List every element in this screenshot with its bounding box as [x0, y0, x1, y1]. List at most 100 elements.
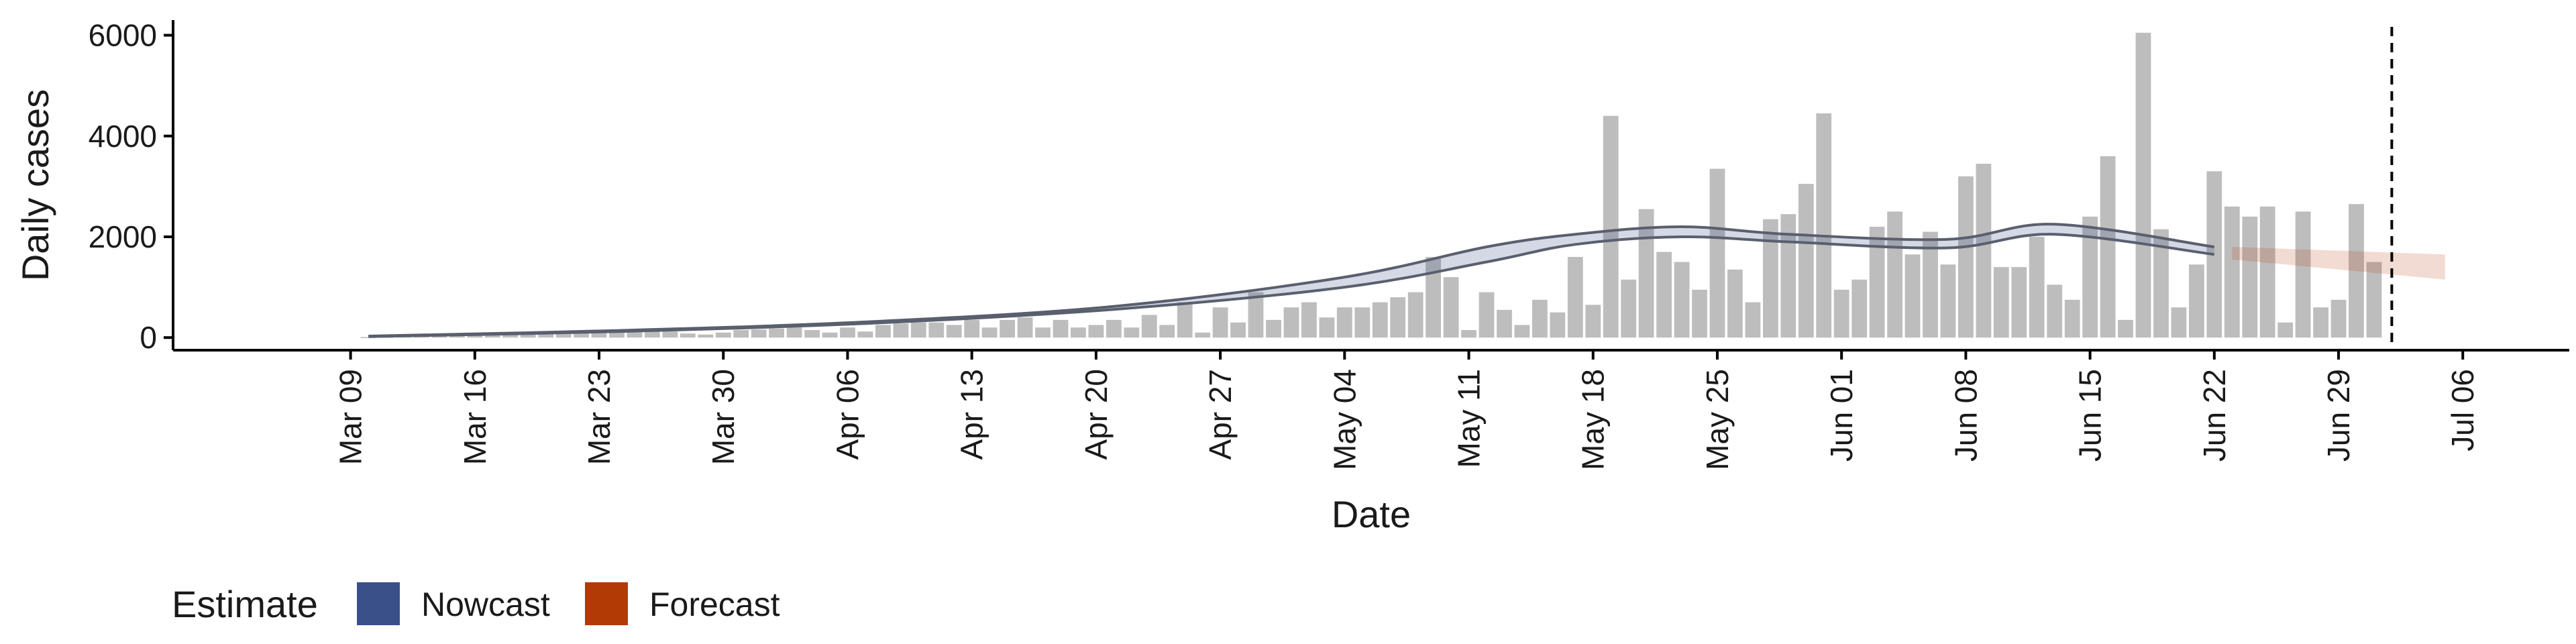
x-tick-label: Jul 06: [2445, 369, 2480, 451]
bar: [484, 334, 500, 338]
bar: [609, 332, 625, 338]
bar: [2242, 216, 2258, 338]
bar: [1212, 307, 1228, 338]
bar: [1159, 325, 1175, 338]
bar: [733, 330, 749, 338]
bar: [2047, 284, 2063, 338]
bar: [1656, 252, 1672, 338]
bar: [431, 336, 447, 338]
bar: [981, 327, 998, 338]
x-tick-label: Jun 08: [1948, 369, 1983, 462]
bar: [2153, 229, 2169, 338]
bar: [875, 325, 891, 338]
bar: [964, 319, 980, 338]
bar: [1088, 325, 1104, 338]
bar: [1923, 231, 1938, 338]
bar: [1177, 302, 1193, 338]
bar: [1301, 302, 1317, 338]
bar: [2135, 32, 2151, 338]
x-tick-label: Jun 29: [2321, 369, 2356, 462]
bar: [1887, 211, 1902, 338]
x-ticks: Mar 09 Mar 16 Mar 23 Mar 30 Apr 06 Apr 13 Apr …: [333, 350, 2480, 470]
bar: [2224, 206, 2240, 338]
bar: [2171, 307, 2187, 338]
bar: [1497, 309, 1512, 338]
x-tick-label: Mar 30: [706, 369, 741, 465]
bar: [698, 334, 714, 338]
y-ticks: 0 2000 4000 6000: [89, 18, 173, 355]
bar: [1674, 262, 1690, 338]
bar: [555, 333, 572, 338]
bar: [1692, 289, 1707, 338]
bar: [1869, 227, 1885, 338]
x-tick-label: Apr 13: [955, 369, 989, 460]
x-tick-label: Jun 15: [2073, 369, 2108, 462]
bar: [467, 335, 483, 338]
bar: [449, 335, 465, 338]
bars-layer: [360, 32, 2382, 338]
bar: [840, 327, 855, 338]
bar: [928, 322, 945, 338]
bar: [1940, 264, 1956, 338]
bar: [751, 329, 767, 338]
bar: [2330, 299, 2347, 338]
bar: [360, 337, 376, 338]
bar: [1585, 305, 1601, 338]
x-tick-label: Apr 06: [830, 369, 865, 460]
bar: [1195, 332, 1211, 338]
axes-layer: [172, 20, 2569, 352]
legend: Estimate Nowcast Forecast: [172, 582, 780, 625]
bar: [1798, 184, 1814, 338]
bar: [1461, 330, 1477, 338]
bar: [2189, 264, 2204, 338]
bar: [1354, 307, 1371, 338]
bar: [1904, 254, 1921, 338]
bar: [2313, 307, 2328, 338]
bar: [786, 327, 802, 338]
bar: [1426, 257, 1441, 338]
y-tick-label: 0: [140, 320, 157, 355]
bar: [1266, 319, 1281, 338]
bar: [1035, 327, 1051, 338]
bar: [662, 331, 678, 338]
legend-swatch-forecast: [585, 582, 628, 625]
x-tick-label: Mar 16: [458, 369, 492, 465]
bar: [910, 322, 926, 338]
bar: [1833, 289, 1849, 338]
bar: [520, 334, 536, 338]
legend-swatch-nowcast: [357, 582, 400, 625]
y-tick-label: 6000: [89, 18, 157, 53]
bar: [2259, 206, 2275, 338]
bar: [1407, 292, 1424, 338]
bar: [1319, 317, 1335, 338]
x-tick-label: May 04: [1327, 369, 1362, 470]
bar: [2029, 237, 2045, 338]
bands-layer: [368, 223, 2445, 338]
bar: [1763, 219, 1778, 338]
bar: [1053, 319, 1069, 338]
bar: [645, 331, 660, 338]
bar: [1479, 292, 1495, 338]
bar: [1976, 164, 1992, 338]
bar: [857, 331, 873, 338]
bar: [627, 331, 643, 338]
bar: [1780, 214, 1796, 338]
x-tick-label: Apr 27: [1203, 369, 1238, 460]
bar: [2011, 267, 2027, 338]
legend-title: Estimate: [172, 583, 318, 625]
bar: [1851, 279, 1868, 338]
bar: [1336, 307, 1352, 338]
bar: [502, 334, 519, 338]
bar: [1567, 257, 1583, 338]
bar: [1727, 269, 1743, 338]
legend-label-forecast: Forecast: [649, 586, 780, 623]
bar: [2295, 211, 2311, 338]
bar: [414, 336, 429, 338]
bar: [715, 332, 731, 338]
bar: [946, 325, 962, 338]
x-tick-label: May 11: [1452, 369, 1487, 468]
bar: [1993, 267, 2009, 338]
bar: [1372, 302, 1388, 338]
nowcast-lower-line: [368, 233, 2215, 338]
bar: [1248, 292, 1264, 338]
